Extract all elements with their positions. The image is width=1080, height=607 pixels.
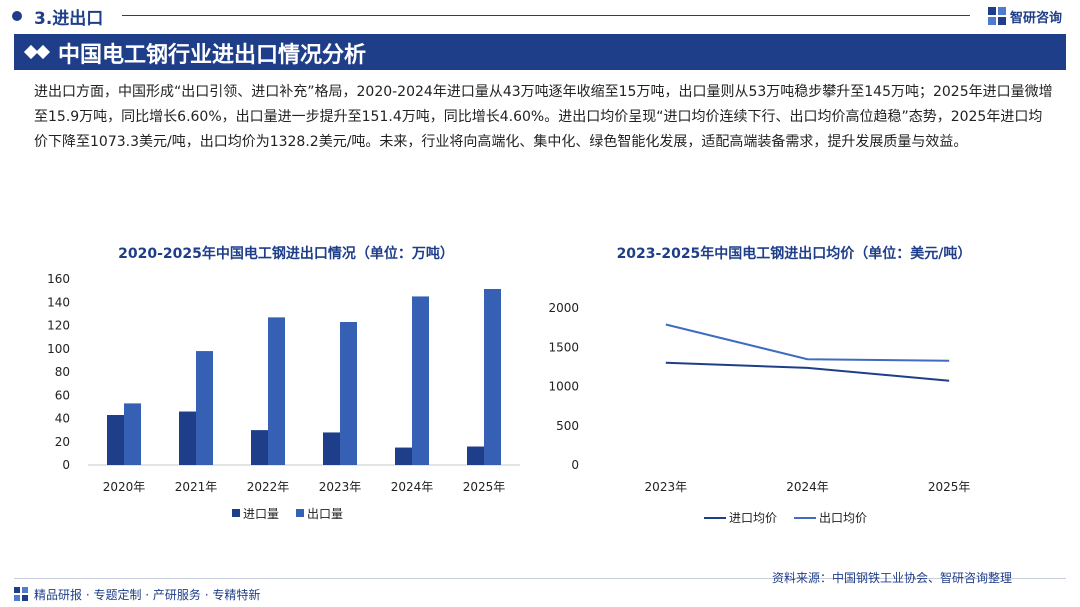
y-tick-label: 100: [47, 342, 70, 356]
page-title: 中国电工钢行业进出口情况分析: [58, 43, 367, 68]
bar-import: [467, 446, 484, 465]
y-tick-label: 2000: [548, 301, 579, 315]
footer-divider: [14, 578, 1066, 579]
bar-export: [484, 288, 501, 465]
y-tick-label: 0: [62, 458, 70, 472]
bar-import: [395, 447, 412, 465]
bar-chart-title: 2020-2025年中国电工钢进出口情况（单位：万吨）: [118, 246, 454, 262]
y-tick-label: 40: [55, 412, 70, 426]
x-tick-label: 2025年: [928, 480, 971, 494]
line-chart-title: 2023-2025年中国电工钢进出口均价（单位：美元/吨）: [616, 246, 972, 262]
bar-export: [124, 403, 141, 465]
export-price-line: [665, 323, 950, 362]
y-tick-label: 1000: [548, 380, 579, 394]
legend-swatch: [296, 509, 304, 517]
legend-label: 出口量: [307, 507, 343, 521]
footer-logo-icon: [14, 587, 28, 601]
bar-import: [107, 415, 124, 465]
bar-export: [412, 296, 429, 465]
y-tick-label: 60: [55, 388, 70, 402]
y-tick-label: 80: [55, 365, 70, 379]
x-tick-label: 2024年: [391, 480, 434, 494]
legend-label: 进口均价: [729, 511, 777, 525]
brand-name: 智研咨询: [1010, 10, 1063, 26]
import-price-line: [665, 361, 950, 382]
section-title: 3.进出口: [34, 9, 104, 29]
bar-export: [268, 317, 285, 465]
y-tick-label: 160: [47, 272, 70, 286]
x-tick-label: 2023年: [319, 480, 362, 494]
data-source: 资料来源：中国钢铁工业协会、智研咨询整理: [772, 571, 1013, 585]
legend-swatch: [232, 509, 240, 517]
x-tick-label: 2023年: [645, 480, 688, 494]
section-bullet-icon: [12, 11, 22, 21]
x-tick-label: 2021年: [175, 480, 218, 494]
x-tick-label: 2022年: [247, 480, 290, 494]
y-tick-label: 20: [55, 435, 70, 449]
x-tick-label: 2025年: [463, 480, 506, 494]
title-banner: 中国电工钢行业进出口情况分析: [14, 34, 1066, 70]
y-tick-label: 120: [47, 319, 70, 333]
legend-label: 进口量: [243, 507, 279, 521]
x-tick-label: 2020年: [103, 480, 146, 494]
y-tick-label: 0: [571, 458, 579, 472]
legend-label: 出口均价: [819, 511, 867, 525]
y-tick-label: 500: [556, 419, 579, 433]
y-tick-label: 140: [47, 295, 70, 309]
summary-paragraph: 进出口方面，中国形成“出口引领、进口补充”格局，2020-2024年进口量从43…: [34, 84, 1053, 150]
x-tick-label: 2024年: [786, 480, 829, 494]
top-bar: 3.进出口 智研咨询: [0, 0, 1080, 32]
brand-logo-icon: [988, 7, 1006, 25]
bar-export: [196, 351, 213, 465]
bar-import: [251, 430, 268, 465]
brand-logo: 智研咨询: [988, 6, 1062, 26]
footer-tagline: 精品研报 · 专题定制 · 产研服务 · 专精特新: [34, 588, 261, 602]
header-divider: [122, 15, 970, 16]
bar-export: [340, 322, 357, 465]
y-tick-label: 1500: [548, 340, 579, 354]
bar-import: [179, 411, 196, 465]
bar-import: [323, 432, 340, 465]
